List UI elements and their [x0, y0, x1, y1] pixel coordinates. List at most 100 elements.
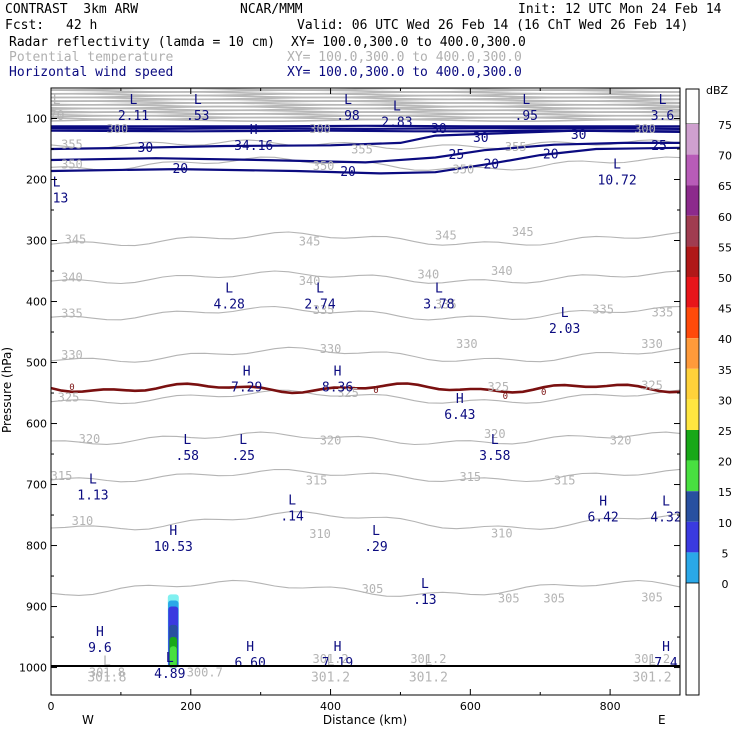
extremum-value: 2.74: [304, 298, 335, 313]
colorbar-swatch: [686, 185, 699, 216]
isentrope-label: 335: [592, 302, 614, 316]
extremum-marker: H: [169, 524, 177, 539]
extremum-marker: L: [662, 495, 670, 510]
colorbar-level-label: 0: [722, 578, 729, 591]
forecast-label: Fcst:: [5, 18, 45, 33]
radar-echo-cell: [169, 646, 177, 668]
extremum-marker: L: [424, 654, 432, 669]
isentrope-line: [51, 468, 680, 483]
extremum-value: .25: [231, 449, 254, 464]
isentrope-label: 345: [512, 225, 534, 239]
stratosphere-isentrope: [51, 103, 680, 108]
colorbar-level-label: 10: [718, 517, 732, 530]
isentrope-label: 335: [435, 298, 457, 312]
extremum-marker: L: [327, 654, 335, 669]
extremum-value: 9.6: [88, 641, 111, 656]
isentrope-label: 315: [459, 470, 481, 484]
extremum-marker: L: [435, 282, 443, 297]
extremum-marker: L: [421, 577, 429, 592]
isentrope-label: 320: [610, 434, 632, 448]
valid-time: Valid: 06 UTC Wed 26 Feb 14 (16 ChT Wed …: [297, 18, 689, 33]
stratosphere-isentrope: [51, 93, 680, 97]
isentrope-label: 345: [65, 232, 87, 246]
isentrope-label: 315: [554, 473, 576, 487]
extremum-marker: L: [613, 157, 621, 172]
isentrope-line: [51, 305, 680, 321]
extremum-marker: H: [243, 365, 251, 380]
extremum-value: .53: [186, 109, 209, 124]
colorbar-swatch: [686, 430, 699, 461]
extremum-marker: H: [456, 392, 464, 407]
extremum-marker: L: [522, 93, 530, 108]
isentrope-label: 320: [79, 432, 101, 446]
center-label: NCAR/MMM: [240, 2, 303, 17]
isentrope-line: [51, 431, 680, 446]
freezing-level-label: 0: [541, 388, 546, 398]
extremum-marker: L: [288, 493, 296, 508]
extremum-marker: L: [648, 654, 656, 669]
extremum-value: .98: [336, 109, 359, 124]
extremum-value: 3.78: [423, 298, 454, 313]
colorbar-swatch: [686, 399, 699, 430]
colorbar-level-label: 30: [718, 394, 732, 407]
extremum-value: 4.89: [154, 667, 185, 682]
colorbar-swatch: [686, 154, 699, 186]
extremum-marker: L: [659, 93, 667, 108]
extremum-marker: L: [183, 433, 191, 448]
isentrope-line: [51, 270, 680, 285]
extremum-value: 1.13: [77, 489, 108, 504]
wind-speed-contour: [51, 124, 680, 128]
wind-contour-label: 30: [571, 128, 587, 143]
isentrope-label: 300: [634, 122, 656, 136]
isentrope-label: 325: [337, 386, 359, 400]
colorbar-swatch: [686, 215, 699, 247]
isentrope-line: [51, 346, 680, 363]
extremum-marker: H: [599, 495, 607, 510]
freezing-level-label: 0: [373, 386, 378, 396]
stratosphere-isentrope: [51, 111, 680, 115]
wind-speed-contour: [51, 127, 680, 131]
y-tick-label: 200: [26, 174, 47, 187]
extremum-marker: H: [250, 123, 258, 138]
colorbar-swatch: [686, 521, 699, 553]
extremum-value: 301.8: [87, 670, 126, 685]
model-title: CONTRAST 3km ARW: [5, 2, 139, 17]
colorbar-swatch: [686, 338, 699, 369]
extremum-value: 7.29: [231, 381, 262, 396]
x-tick-label: 600: [460, 700, 481, 713]
extremum-value: .95: [515, 109, 538, 124]
extremum-value: 301.2: [409, 670, 448, 685]
extremum-marker: L: [239, 433, 247, 448]
isentrope-label: 305: [543, 592, 565, 606]
isentrope-label: 315: [306, 473, 328, 487]
extremum-marker: L: [166, 651, 174, 666]
extremum-marker: L: [194, 93, 202, 108]
colorbar-level-label: 65: [718, 180, 732, 193]
isentrope-label: 340: [299, 274, 321, 288]
isentrope-label: 325: [641, 379, 663, 393]
extremum-value: 3.58: [479, 449, 510, 464]
y-tick-label: 600: [26, 418, 47, 431]
isentrope-label: 350: [453, 163, 475, 177]
extremum-value: 2.83: [381, 115, 412, 130]
isentrope-label: 330: [61, 348, 83, 362]
colorbar-swatch: [686, 368, 699, 400]
wind-contour-label: 25: [651, 139, 667, 154]
wind-speed-contour: [51, 141, 680, 164]
colorbar-swatch: [686, 552, 699, 583]
freezing-level-label: 0: [503, 392, 508, 402]
extremum-value: 10.72: [598, 173, 637, 188]
isentrope-label: 335: [652, 305, 674, 319]
x-tick-label: 400: [320, 700, 341, 713]
isentrope-label: 350: [313, 159, 335, 173]
wind-contour-label: 30: [138, 141, 154, 156]
isentrope-label: 340: [418, 268, 440, 282]
colorbar-bottom-cap: [685, 582, 700, 696]
isentrope-label: 355: [351, 143, 373, 157]
extremum-value: .29: [364, 540, 387, 555]
wind-contour-label: 30: [473, 131, 489, 146]
init-time: Init: 12 UTC Mon 24 Feb 14: [518, 2, 722, 17]
colorbar-level-label: 15: [718, 486, 732, 499]
colorbar-level-label: 25: [718, 425, 732, 438]
extremum-value: .13: [413, 593, 436, 608]
